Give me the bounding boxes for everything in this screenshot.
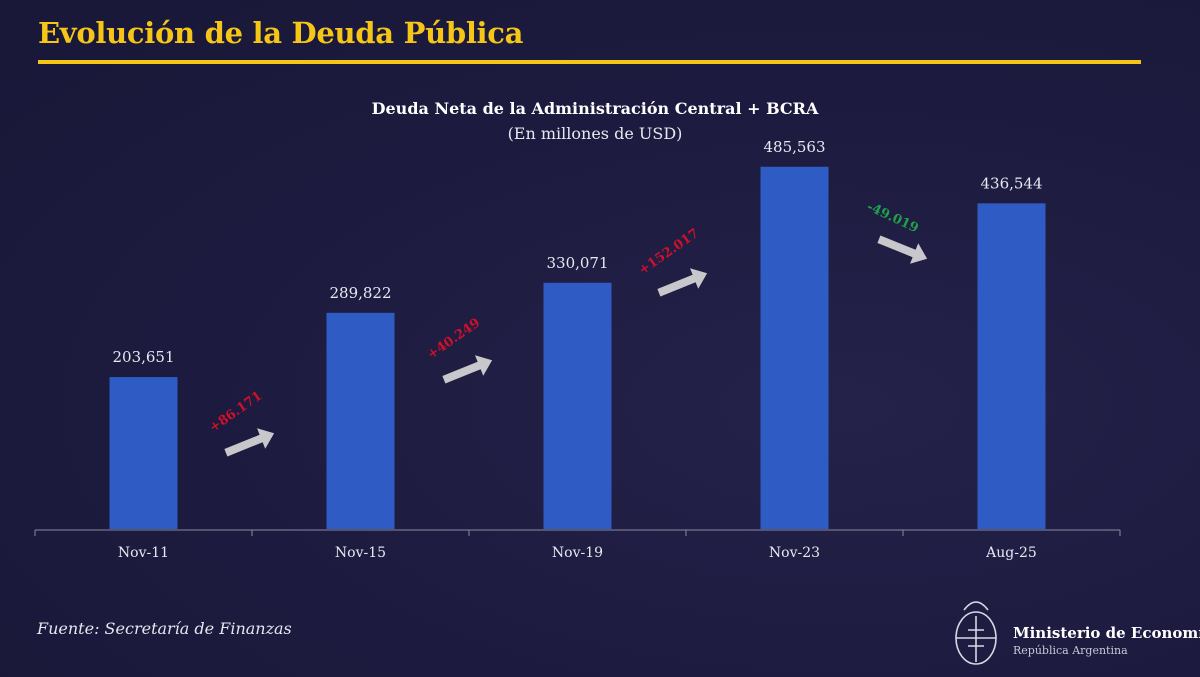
arrow-up-icon	[442, 355, 493, 384]
change-label: -49.019	[864, 199, 920, 236]
ministry-name: Ministerio de Economía	[1013, 624, 1200, 642]
x-tick-label: Nov-19	[552, 545, 603, 561]
change-label: +40.249	[425, 316, 483, 363]
arrow-up-icon	[657, 268, 708, 297]
bar-nov-19	[543, 282, 612, 529]
bar-nov-23	[760, 166, 829, 529]
bar-nov-15	[326, 312, 395, 529]
change-label: +86.171	[207, 389, 265, 436]
x-tick-label: Aug-25	[985, 545, 1037, 561]
chart-title: Deuda Neta de la Administración Central …	[372, 99, 819, 118]
data-label: 436,544	[980, 174, 1042, 192]
bar-aug-25	[977, 203, 1046, 529]
country-name: República Argentina	[1013, 644, 1128, 657]
data-label: 330,071	[546, 254, 608, 272]
x-tick-label: Nov-11	[118, 545, 169, 561]
x-tick-label: Nov-15	[335, 545, 386, 561]
arrow-down-icon	[877, 235, 928, 264]
data-label: 289,822	[329, 284, 391, 302]
source-note: Fuente: Secretaría de Finanzas	[37, 619, 292, 638]
bar-nov-11	[109, 377, 178, 529]
chart-subtitle: (En millones de USD)	[508, 124, 683, 143]
page-title: Evolución de la Deuda Pública	[38, 16, 524, 50]
data-label: 485,563	[763, 138, 825, 156]
x-tick-label: Nov-23	[769, 545, 820, 561]
data-label: 203,651	[112, 348, 174, 366]
title-underline	[38, 60, 1141, 64]
coat-of-arms-logo	[955, 601, 997, 665]
arrow-up-icon	[224, 428, 275, 457]
